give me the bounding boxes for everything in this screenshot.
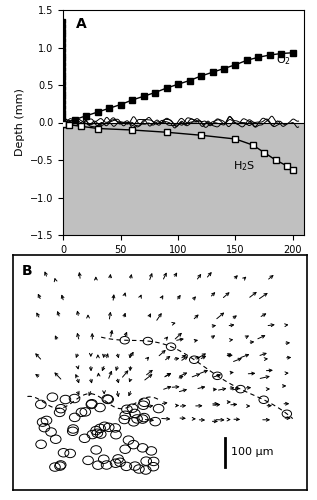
Y-axis label: Depth (mm): Depth (mm) <box>15 88 25 156</box>
Text: O$_2$: O$_2$ <box>276 54 291 67</box>
Text: B: B <box>22 264 32 278</box>
Text: H$_2$S: H$_2$S <box>233 159 256 173</box>
Text: 100 μm: 100 μm <box>231 448 273 458</box>
Text: A: A <box>75 16 86 31</box>
Bar <box>63 122 304 235</box>
X-axis label: H₂S and O₂ concentration (μmol L⁻¹): H₂S and O₂ concentration (μmol L⁻¹) <box>95 260 272 270</box>
